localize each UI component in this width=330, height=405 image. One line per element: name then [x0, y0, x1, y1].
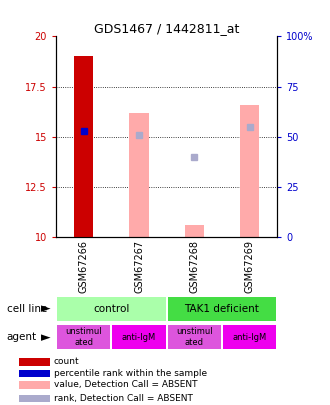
Text: TAK1 deficient: TAK1 deficient [184, 304, 259, 314]
Title: GDS1467 / 1442811_at: GDS1467 / 1442811_at [94, 22, 239, 35]
Bar [19, 395, 50, 403]
Text: value, Detection Call = ABSENT: value, Detection Call = ABSENT [53, 380, 197, 390]
Text: anti-IgM: anti-IgM [122, 333, 156, 342]
Bar [240, 104, 259, 237]
Bar [113, 325, 166, 349]
Bar [168, 325, 221, 349]
Text: cell line: cell line [7, 304, 47, 314]
Text: ►: ► [41, 330, 51, 344]
Bar [19, 370, 50, 377]
Bar [129, 113, 149, 237]
Text: agent: agent [7, 332, 37, 342]
Text: GSM67267: GSM67267 [134, 240, 144, 293]
Text: GSM67269: GSM67269 [245, 240, 254, 293]
Text: unstimul
ated: unstimul ated [176, 328, 213, 347]
Bar [184, 225, 204, 237]
Bar [223, 325, 276, 349]
Text: percentile rank within the sample: percentile rank within the sample [53, 369, 207, 378]
Bar [19, 358, 50, 365]
Text: count: count [53, 357, 79, 367]
Text: unstimul
ated: unstimul ated [65, 328, 102, 347]
Bar [74, 56, 93, 237]
Bar [168, 297, 276, 321]
Text: ►: ► [41, 302, 51, 315]
Bar [57, 297, 166, 321]
Bar [57, 325, 110, 349]
Bar [19, 382, 50, 389]
Text: control: control [93, 304, 130, 314]
Text: anti-IgM: anti-IgM [232, 333, 267, 342]
Text: GSM67266: GSM67266 [79, 240, 89, 293]
Text: GSM67268: GSM67268 [189, 240, 199, 293]
Text: rank, Detection Call = ABSENT: rank, Detection Call = ABSENT [53, 394, 192, 403]
